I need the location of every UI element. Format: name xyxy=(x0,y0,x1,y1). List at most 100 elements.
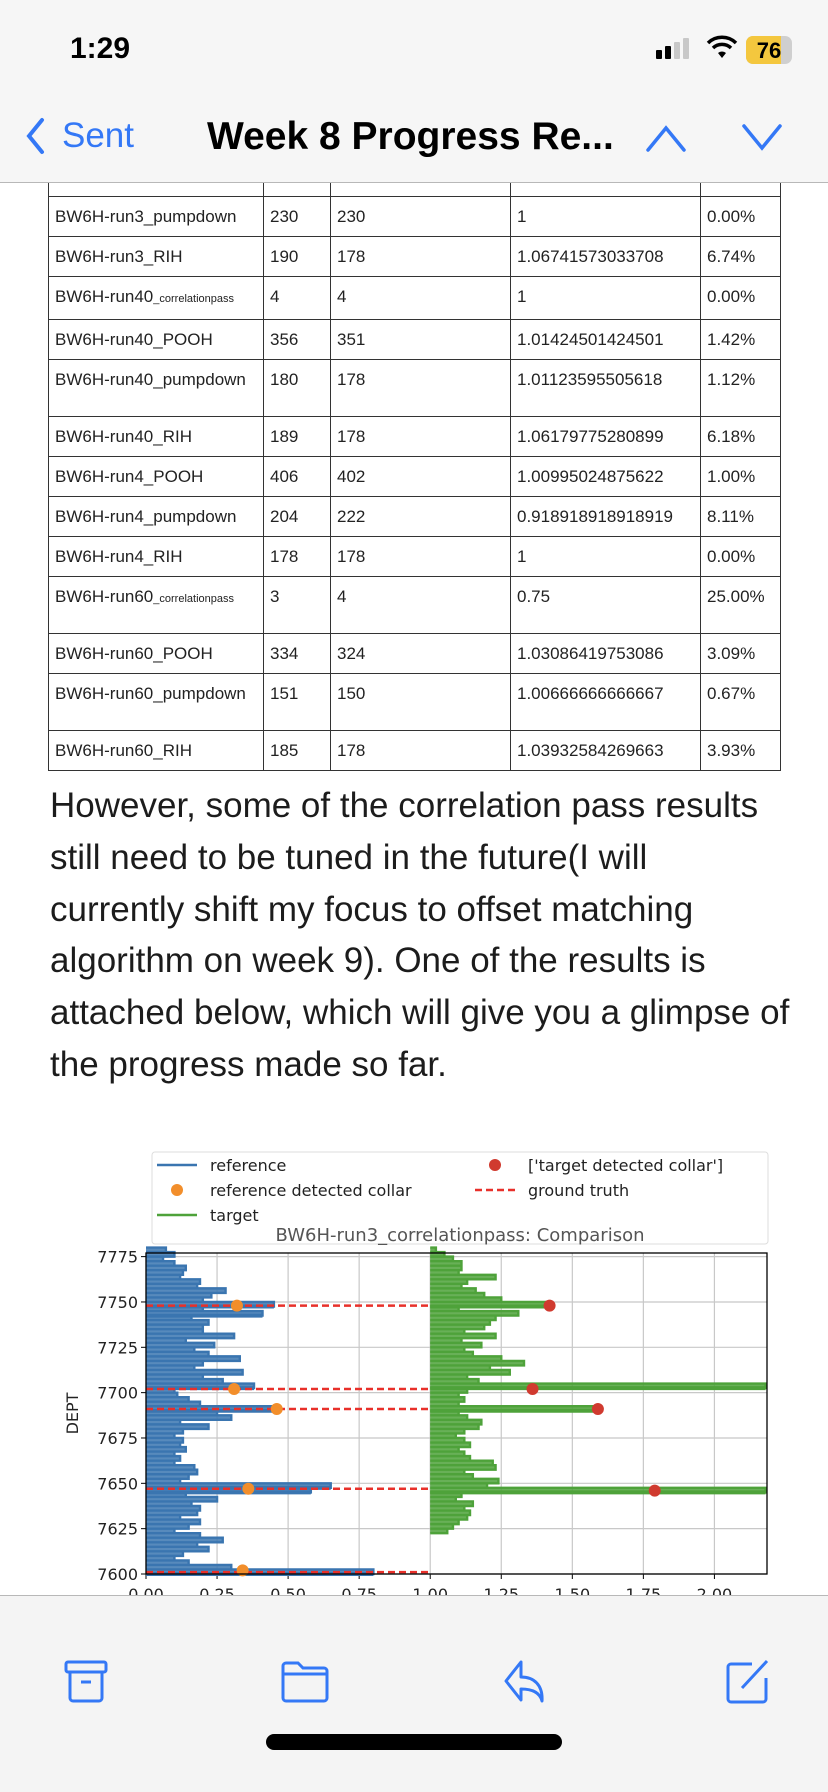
back-button[interactable]: Sent xyxy=(24,116,134,156)
table-cell: 0.75 xyxy=(510,576,701,634)
table-row: BW6H-run60_correlationpass 3 4 0.75 25.00% xyxy=(48,576,781,634)
target-collar-point xyxy=(591,1402,604,1415)
table-cell: 180 xyxy=(263,359,331,417)
table-cell: 3.93% xyxy=(700,730,781,771)
table-cell: 230 xyxy=(263,196,331,237)
archive-icon[interactable] xyxy=(61,1656,111,1706)
table-cell: 230 xyxy=(330,196,511,237)
table-cell: 0.00% xyxy=(700,536,781,577)
reference-collar-point xyxy=(230,1299,243,1312)
table-cell: 1.06741573033708 xyxy=(510,236,701,277)
battery-indicator: 76 xyxy=(746,36,792,64)
table-cell: 1 xyxy=(510,276,701,320)
table-cell: 0.00% xyxy=(700,276,781,320)
table-cell: BW6H-run40_pumpdown xyxy=(48,359,264,417)
table-row: BW6H-run40_pumpdown 180 178 1.0112359550561… xyxy=(48,359,781,417)
table-cell: 356 xyxy=(263,319,331,360)
table-cell: 1.42% xyxy=(700,319,781,360)
table-cell: 6.74% xyxy=(700,236,781,277)
table-cell: 4 xyxy=(330,276,511,320)
table-cell: 185 xyxy=(263,730,331,771)
y-tick-label: 7600 xyxy=(97,1565,138,1584)
plot-frame xyxy=(145,1252,768,1575)
comparison-chart: 0.00 0.25 0.50 0.75 1.00 1.25 1.50 1.75 2.007600… xyxy=(63,1151,769,1600)
email-subject-title: Week 8 Progress Re... xyxy=(207,115,614,158)
reply-icon[interactable] xyxy=(500,1656,550,1706)
table-cell: BW6H-run4_POOH xyxy=(48,456,264,497)
table-cell: 1.01123595505618 xyxy=(510,359,701,417)
table-cell: 178 xyxy=(330,416,511,457)
table-cell: 25.00% xyxy=(700,576,781,634)
table-cell: 351 xyxy=(330,319,511,360)
table-row: BW6H-run4_pumpdown 204 222 0.91891891891891… xyxy=(48,496,781,537)
table-cell: BW6H-run40_POOH xyxy=(48,319,264,360)
legend-label: reference detected collar xyxy=(210,1181,412,1200)
table-cell: 3 xyxy=(263,576,331,634)
table-cell: 6.18% xyxy=(700,416,781,457)
reference-collar-point xyxy=(270,1402,283,1415)
table-cell: 178 xyxy=(263,536,331,577)
table-cell: BW6H-run60_POOH xyxy=(48,633,264,674)
table-row: BW6H-run4_POOH 406 402 1.00995024875622 1.00… xyxy=(48,456,781,497)
legend-dot-icon xyxy=(171,1184,183,1196)
back-label: Sent xyxy=(62,116,134,155)
table-cell: BW6H-run4_pumpdown xyxy=(48,496,264,537)
table-cell: BW6H-run4_RIH xyxy=(48,536,264,577)
y-tick-label: 7750 xyxy=(97,1293,138,1312)
folder-icon[interactable] xyxy=(280,1656,330,1706)
table-cell: 1.01424501424501 xyxy=(510,319,701,360)
table-cell: 178 xyxy=(330,359,511,417)
home-indicator[interactable] xyxy=(266,1734,562,1750)
table-cell: 1.00666666666667 xyxy=(510,673,701,731)
table-cell: 1 xyxy=(510,196,701,237)
target-collar-point xyxy=(526,1383,539,1396)
wifi-icon xyxy=(706,35,738,58)
table-cell: 1.00995024875622 xyxy=(510,456,701,497)
email-body-text: However, some of the correlation pass re… xyxy=(50,786,790,1084)
chevron-down-icon[interactable] xyxy=(740,122,784,154)
y-tick-label: 7675 xyxy=(97,1429,138,1448)
table-cell: BW6H-run60_RIH xyxy=(48,730,264,771)
table-cell: 1.12% xyxy=(700,359,781,417)
compose-icon[interactable] xyxy=(722,1656,772,1706)
table-cell: BW6H-run3_RIH xyxy=(48,236,264,277)
table-cell: 4 xyxy=(330,576,511,634)
table-cell: 222 xyxy=(330,496,511,537)
table-cell: 0.67% xyxy=(700,673,781,731)
legend-label: ['target detected collar'] xyxy=(528,1156,723,1175)
chart-title: BW6H-run3_correlationpass: Comparison xyxy=(275,1225,644,1246)
y-tick-label: 7725 xyxy=(97,1338,138,1357)
table-row: BW6H-run60_POOH 334 324 1.03086419753086 3.0… xyxy=(48,633,781,674)
table-row: BW6H-run60_RIH 185 178 1.03932584269663 3.93… xyxy=(48,730,781,771)
navigation-header: 1:29 76 Sent Week 8 Progress Re... xyxy=(0,0,828,183)
table-cell: 189 xyxy=(263,416,331,457)
table-cell: 1.03086419753086 xyxy=(510,633,701,674)
legend-label: target xyxy=(210,1206,259,1225)
chevron-up-icon[interactable] xyxy=(644,122,688,154)
table-cell: 178 xyxy=(330,536,511,577)
table-cell: 151 xyxy=(263,673,331,731)
legend-label: ground truth xyxy=(528,1181,629,1200)
table-cell: 1 xyxy=(510,536,701,577)
table-cell: 178 xyxy=(330,730,511,771)
reference-collar-point xyxy=(228,1383,241,1396)
legend-label: reference xyxy=(210,1156,286,1175)
table-cell: 1.03932584269663 xyxy=(510,730,701,771)
table-row: BW6H-run4_RIH 178 178 1 0.00% xyxy=(48,536,781,577)
cellular-signal-icon xyxy=(656,38,689,59)
table-cell: 190 xyxy=(263,236,331,277)
table-cell: BW6H-run40_correlationpass xyxy=(48,276,264,320)
y-tick-label: 7700 xyxy=(97,1384,138,1403)
y-tick-label: 7650 xyxy=(97,1474,138,1493)
table-cell: 324 xyxy=(330,633,511,674)
y-tick-label: 7625 xyxy=(97,1520,138,1539)
table-cell: 0.00% xyxy=(700,196,781,237)
table-cell: 1.00% xyxy=(700,456,781,497)
y-axis-label: DEPT xyxy=(63,1392,82,1434)
table-cell: BW6H-run40_RIH xyxy=(48,416,264,457)
table-row: BW6H-run40_POOH 356 351 1.01424501424501 1.4… xyxy=(48,319,781,360)
table-cell: 4 xyxy=(263,276,331,320)
reference-collar-point xyxy=(242,1482,255,1495)
y-tick-label: 7775 xyxy=(97,1248,138,1267)
table-row: BW6H-run3_pumpdown 230 230 1 0.00% xyxy=(48,196,781,237)
